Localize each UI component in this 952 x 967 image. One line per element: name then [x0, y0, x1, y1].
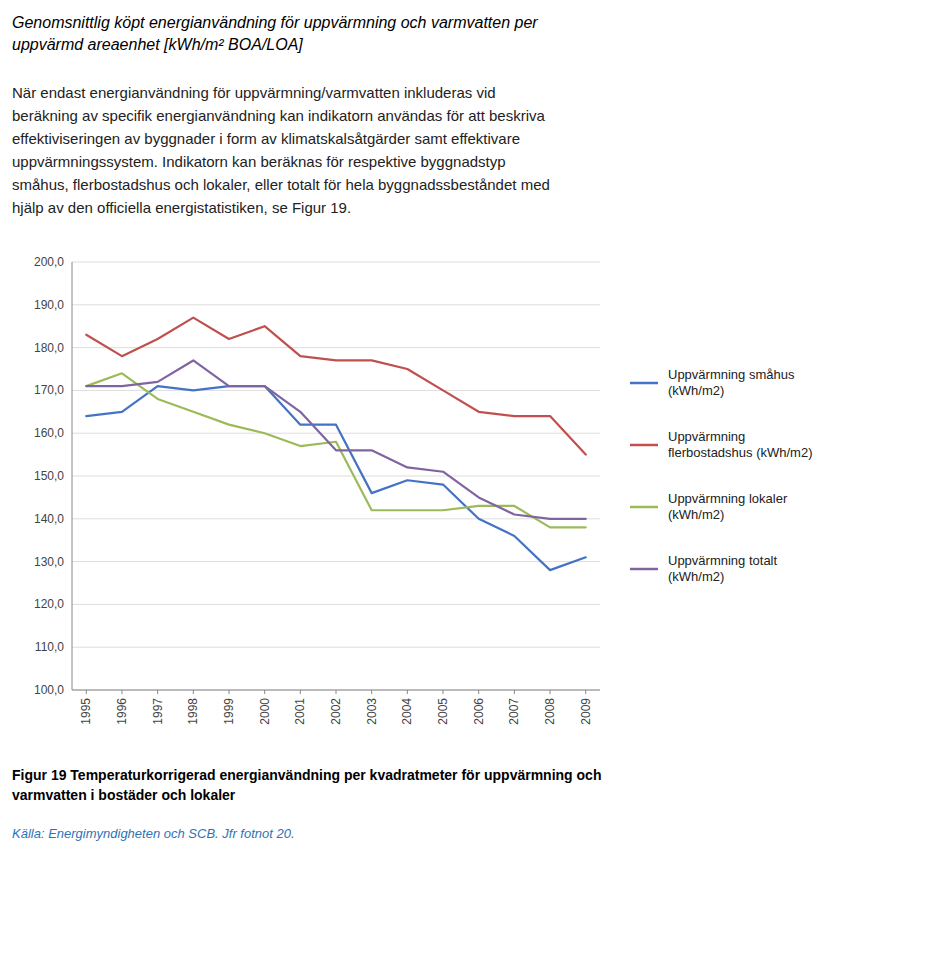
x-tick: [585, 690, 586, 694]
grid-line: [72, 690, 600, 691]
y-axis-line: [72, 262, 73, 690]
x-tick-label: 2005: [436, 698, 450, 725]
grid-line: [72, 262, 600, 263]
grid-line: [72, 518, 600, 519]
legend-swatch: [630, 568, 658, 571]
legend-entry: Uppvärmning lokaler(kWh/m2): [668, 491, 788, 522]
title: Genomsnittlig köpt energianvändning för …: [12, 14, 538, 53]
x-tick: [407, 690, 408, 694]
y-tick-label: 110,0: [35, 640, 64, 654]
grid-line: [72, 433, 600, 434]
x-tick: [264, 690, 265, 694]
x-tick: [86, 690, 87, 694]
grid-line: [72, 476, 600, 477]
y-tick-label: 180,0: [34, 341, 64, 355]
series-line: [86, 386, 585, 570]
legend-swatch: [630, 506, 658, 509]
legend-swatch: [630, 382, 658, 385]
x-tick-label: 2003: [365, 698, 379, 725]
y-tick-label: 100,0: [34, 683, 64, 697]
x-tick-label: 1997: [151, 698, 165, 725]
x-tick-label: 2008: [543, 698, 557, 725]
legend-entry: Uppvärmning totalt(kWh/m2): [668, 553, 777, 584]
legend-swatch: [630, 444, 658, 447]
grid-line: [72, 604, 600, 605]
x-tick-label: 1999: [222, 698, 236, 725]
grid-line: [72, 647, 600, 648]
x-tick: [478, 690, 479, 694]
x-tick: [228, 690, 229, 694]
series-line: [86, 360, 585, 518]
x-tick-label: 2006: [472, 698, 486, 725]
grid-line: [72, 304, 600, 305]
x-tick-label: 1995: [79, 698, 93, 725]
grid-line: [72, 347, 600, 348]
axes: 100,0 110,0 120,0 130,0 140,0 150,0 160,0 170,0…: [34, 255, 600, 725]
y-tick-label: 170,0: [34, 383, 64, 397]
x-tick: [550, 690, 551, 694]
x-tick-label: 1998: [186, 698, 200, 725]
x-tick: [336, 690, 337, 694]
x-tick: [157, 690, 158, 694]
y-tick-label: 140,0: [34, 512, 64, 526]
x-tick-label: 2007: [507, 698, 521, 725]
x-tick-label: 2001: [293, 698, 307, 725]
y-tick-label: 160,0: [34, 426, 64, 440]
y-tick-label: 150,0: [34, 469, 64, 483]
x-tick-label: 2009: [579, 698, 593, 725]
legend-entry: Uppvärmningflerbostadshus (kWh/m2): [668, 429, 813, 460]
y-tick-label: 120,0: [34, 597, 64, 611]
chart-page: Genomsnittlig köpt energianvändning för …: [0, 0, 952, 967]
legend-entry: Uppvärmning småhus(kWh/m2): [668, 367, 795, 398]
x-tick-label: 1996: [115, 698, 129, 725]
x-tick: [121, 690, 122, 694]
x-tick: [514, 690, 515, 694]
series-group: [86, 318, 585, 571]
source: Källa: Energimyndigheten och SCB. Jfr fo…: [12, 826, 295, 841]
y-tick-label: 200,0: [34, 255, 64, 269]
x-tick-label: 2004: [400, 698, 414, 725]
x-tick: [371, 690, 372, 694]
x-tick: [443, 690, 444, 694]
x-tick: [193, 690, 194, 694]
x-tick-label: 2000: [258, 698, 272, 725]
caption: Figur 19 Temperaturkorrigerad energianvä…: [12, 767, 601, 803]
series-line: [86, 318, 585, 455]
y-tick-label: 130,0: [34, 555, 64, 569]
legend: Uppvärmning småhus(kWh/m2) Uppvärmningfle…: [630, 367, 813, 584]
grid-line: [72, 561, 600, 562]
x-tick-label: 2002: [329, 698, 343, 725]
body-text: När endast energianvändning för uppvärmn…: [12, 84, 550, 216]
x-axis-line: [72, 690, 600, 691]
y-tick-label: 190,0: [34, 298, 64, 312]
x-tick: [300, 690, 301, 694]
